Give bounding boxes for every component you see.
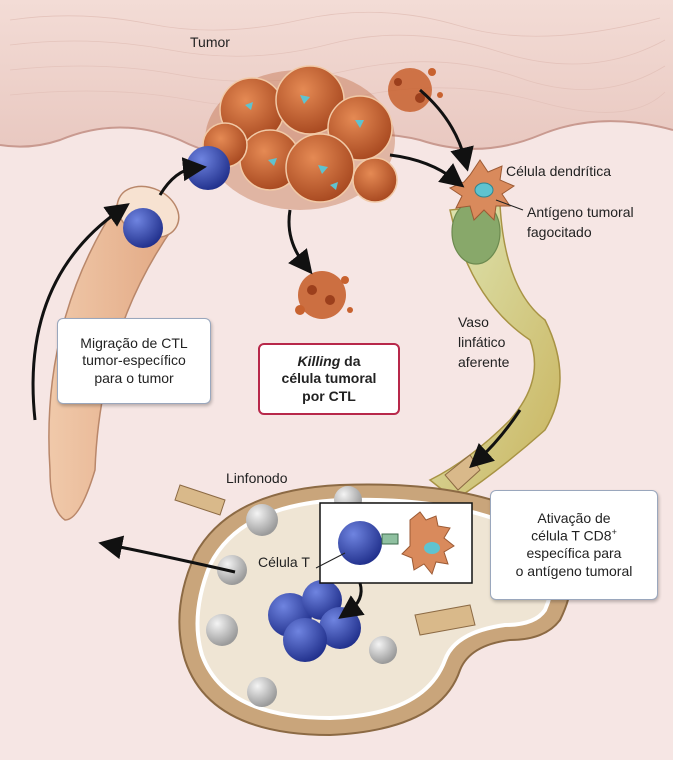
label-dendritic-cell: Célula dendrítica <box>506 163 612 179</box>
label-phagocytosed-antigen-line1: Antígeno tumoral <box>527 204 634 220</box>
label-lymph-node: Linfonodo <box>226 470 288 486</box>
killed-tumor-cell <box>295 271 353 319</box>
label-phagocytosed-antigen-line2: fagocitado <box>527 224 592 240</box>
arrow-migration-up <box>31 203 130 421</box>
box-activation-line4: o antígeno tumoral <box>515 562 633 579</box>
label-afferent-lymphatic-vessel: Vaso linfático aferente <box>458 312 509 372</box>
label-phagocytosed-antigen: Antígeno tumoral fagocitado <box>527 202 634 242</box>
ctl-in-vessel <box>123 208 163 248</box>
label-tumor: Tumor <box>190 34 230 50</box>
box-ctl-migration-line1: Migração de CTL <box>80 334 188 351</box>
box-ctl-killing-line1-rest: da <box>340 352 361 369</box>
box-ctl-killing: Killing da célula tumoral por CTL <box>258 343 400 415</box>
box-ctl-killing-line3: por CTL <box>302 387 356 404</box>
arrow-proliferation <box>338 582 365 619</box>
proliferating-t-cells <box>268 580 361 662</box>
box-activation-line3: específica para <box>526 545 622 562</box>
leader-lines <box>315 199 524 569</box>
arrow-vessel-to-tumor <box>158 157 207 196</box>
arrow-lymphatic-to-node <box>469 409 522 469</box>
box-ctl-migration-line2: tumor-específico <box>82 352 186 369</box>
activation-inset <box>319 502 473 584</box>
box-ctl-killing-line2: célula tumoral <box>281 370 377 387</box>
arrow-exit-node <box>98 535 236 574</box>
box-activation-line2-sup: + <box>611 527 617 538</box>
label-afferent-line3: aferente <box>458 354 510 370</box>
label-afferent-line1: Vaso <box>458 314 489 330</box>
box-ctl-killing-line1: Killing da <box>297 353 360 371</box>
arrow-tumor-to-dc <box>389 153 465 188</box>
arrow-dc-uptake <box>419 88 474 172</box>
dendritic-cell-illustration <box>448 159 516 222</box>
arrow-killing <box>287 209 313 275</box>
box-t-cell-activation: Ativação de célula T CD8+ específica par… <box>490 490 658 600</box>
apoptotic-tumor-cell-upper <box>388 68 443 112</box>
box-ctl-killing-italic: Killing <box>297 352 341 369</box>
box-ctl-migration: Migração de CTL tumor-específico para o … <box>57 318 211 404</box>
flow-arrows <box>31 88 522 619</box>
box-ctl-migration-line3: para o tumor <box>94 369 174 386</box>
box-activation-line2-prefix: célula T CD8 <box>531 527 612 544</box>
tumor-mass <box>202 65 398 210</box>
box-activation-line2: célula T CD8+ <box>531 527 617 545</box>
box-activation-line1: Ativação de <box>537 509 611 526</box>
label-afferent-line2: linfático <box>458 334 506 350</box>
label-t-cell: Célula T <box>258 554 310 570</box>
